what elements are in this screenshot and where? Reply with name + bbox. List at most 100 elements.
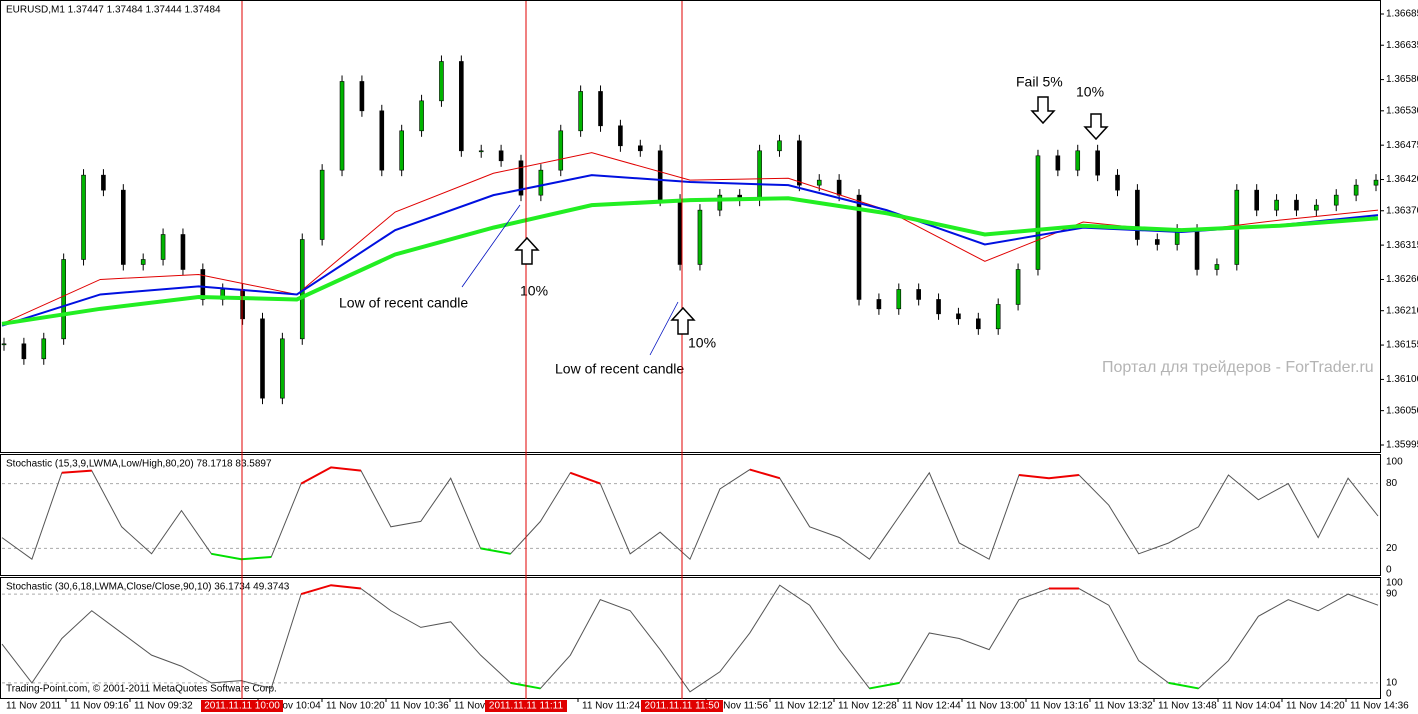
arrow-down <box>1083 113 1109 141</box>
candle <box>777 140 782 152</box>
y-tick-label: 1.36370 <box>1386 205 1418 216</box>
marker-label: 2011.11.11 10:00 <box>204 701 280 712</box>
pointer-line <box>649 301 679 356</box>
candle <box>976 318 981 330</box>
main-panel <box>0 0 1381 453</box>
annotation: 10% <box>1076 84 1104 100</box>
candle <box>936 299 941 315</box>
candle <box>140 259 146 265</box>
candle <box>319 169 325 240</box>
watermark: Портал для трейдеров - ForTrader.ru <box>1102 359 1374 376</box>
y-tick-label: 0 <box>1386 689 1392 700</box>
candle <box>1115 174 1120 191</box>
candle <box>498 150 504 162</box>
candle <box>1154 239 1160 245</box>
candle <box>359 81 365 112</box>
candle <box>637 145 643 152</box>
arrows <box>461 96 1109 356</box>
candle <box>21 343 27 360</box>
x-tick-label: 11 Nov 09:16 <box>70 701 129 712</box>
arrow-up <box>514 236 540 265</box>
candle <box>1214 264 1220 270</box>
stoch-line <box>1 584 1379 693</box>
pointer-line <box>461 204 521 288</box>
marker-label: 2011.11.11 11:50 <box>645 701 720 712</box>
x-tick-label: 11 Nov 2011 <box>6 701 62 712</box>
x-tick-label: 11 Nov 14:36 <box>1350 701 1409 712</box>
candle <box>538 169 544 196</box>
y-tick-label: 1.36530 <box>1386 105 1418 116</box>
marker-box <box>641 700 723 712</box>
marker-box <box>485 700 567 712</box>
candle <box>240 289 245 320</box>
candle <box>578 91 583 132</box>
y-tick-label: 1.36155 <box>1386 340 1418 351</box>
y-tick-label: 20 <box>1386 543 1398 554</box>
y-tick-label: 1.36315 <box>1386 240 1418 251</box>
overbought-line <box>570 471 601 485</box>
candle <box>1015 269 1021 305</box>
y-tick-label: 1.36100 <box>1386 374 1418 385</box>
candle <box>995 304 1001 330</box>
oversold-line <box>869 681 900 690</box>
candle <box>916 289 921 300</box>
y-tick-label: 1.35995 <box>1386 440 1418 451</box>
annotation: Low of recent candle <box>339 295 468 311</box>
overbought-line <box>300 466 362 485</box>
candle <box>1254 189 1259 211</box>
candle <box>379 110 385 171</box>
x-tick-label: 11 Nov 13:32 <box>1094 701 1153 712</box>
stoch-title: Stochastic (15,3,9,LWMA,Low/High,80,20) … <box>6 459 272 470</box>
candle <box>657 150 663 201</box>
y-tick-label: 80 <box>1386 478 1398 489</box>
candle <box>697 209 703 265</box>
candle <box>1135 189 1140 240</box>
candle <box>757 150 762 201</box>
y-tick-label: 1.36685 <box>1386 9 1418 20</box>
candle <box>459 61 464 152</box>
candle <box>1035 155 1041 270</box>
annotation: Fail 5% <box>1016 74 1063 90</box>
oversold-line <box>480 547 511 555</box>
x-tick-label: 11 Nov 11:56 <box>710 701 768 712</box>
stoch-panel-2 <box>0 577 1381 699</box>
moving-average <box>1 196 1379 326</box>
candle <box>121 189 126 265</box>
marker-label: 2011.11.11 11:11 <box>489 701 564 712</box>
candle <box>41 338 47 360</box>
candle <box>1 343 7 346</box>
candle <box>1095 150 1100 176</box>
x-tick-label: 11 Nov 10:04 <box>262 701 321 712</box>
oversold-line <box>510 681 541 690</box>
candle <box>956 313 961 320</box>
candle <box>1055 155 1061 171</box>
y-tick-label: 1.36210 <box>1386 305 1418 316</box>
overbought-line <box>749 468 781 480</box>
x-tick-label: 11 Nov 10:36 <box>390 701 449 712</box>
x-tick-label: 11 Nov 13:48 <box>1158 701 1217 712</box>
arrow-down <box>1030 96 1056 125</box>
candle <box>81 174 86 260</box>
annotation: 10% <box>520 283 548 299</box>
annotation: Low of recent candle <box>555 361 684 377</box>
marker-box <box>201 700 283 712</box>
x-tick-label: 11 Nov 14:20 <box>1286 701 1345 712</box>
candle <box>1294 199 1299 211</box>
x-tick-label: 11 Nov 09:32 <box>134 701 193 712</box>
x-tick-label: 11 Nov 12:44 <box>902 701 961 712</box>
x-tick-label: 11 Nov 13:00 <box>966 701 1025 712</box>
candle <box>717 194 723 211</box>
y-tick-label: 1.36475 <box>1386 140 1418 151</box>
y-tick-label: 1.36420 <box>1386 174 1418 185</box>
x-tick-label: 11 Nov 12:28 <box>838 701 897 712</box>
y-tick-label: 100 <box>1386 457 1403 468</box>
candle <box>101 174 106 191</box>
candle <box>478 150 484 153</box>
candle <box>836 179 842 196</box>
overbought-line <box>1018 473 1079 480</box>
candle <box>280 338 285 399</box>
candle <box>419 100 424 132</box>
symbol-title: EURUSD,M1 1.37447 1.37484 1.37444 1.3748… <box>6 5 221 16</box>
y-tick-label: 1.36260 <box>1386 274 1418 285</box>
